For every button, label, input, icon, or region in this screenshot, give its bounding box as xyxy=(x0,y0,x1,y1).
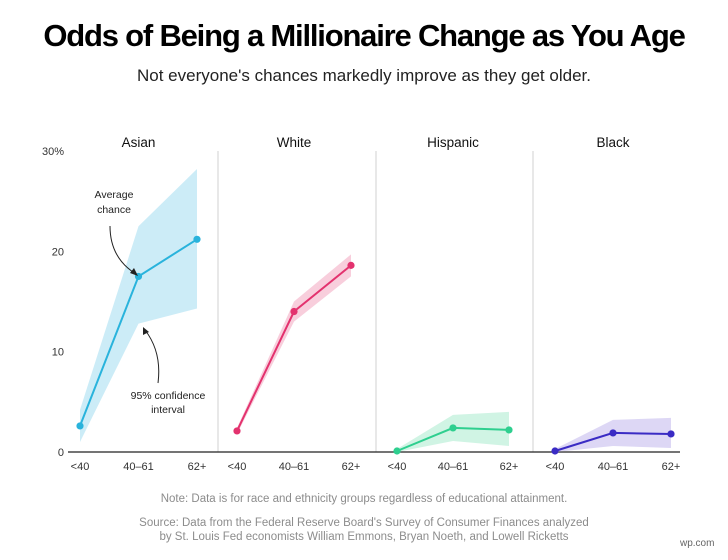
x-tick-label: <40 xyxy=(388,461,407,473)
data-point-hispanic xyxy=(449,424,457,432)
x-tick-label: 62+ xyxy=(500,461,519,473)
annotation-arrowhead-average xyxy=(130,268,138,276)
data-point-white xyxy=(347,261,355,269)
data-point-asian xyxy=(76,422,84,430)
y-tick-label: 30% xyxy=(42,146,64,158)
annotation-average-chance: chance xyxy=(97,204,131,216)
source-note: Source: Data from the Federal Reserve Bo… xyxy=(0,516,728,544)
data-point-asian xyxy=(193,235,201,243)
annotation-confidence-interval: 95% confidence xyxy=(131,390,206,402)
x-tick-label: 40–61 xyxy=(279,461,310,473)
x-tick-label: 62+ xyxy=(342,461,361,473)
panel-title-white: White xyxy=(277,135,312,150)
source-line-1: Source: Data from the Federal Reserve Bo… xyxy=(139,517,589,529)
x-tick-label: 62+ xyxy=(188,461,207,473)
data-point-hispanic xyxy=(393,447,401,455)
confidence-band-hispanic xyxy=(397,411,509,452)
x-tick-label: <40 xyxy=(71,461,90,473)
panel-title-black: Black xyxy=(596,135,629,150)
x-tick-label: 40–61 xyxy=(438,461,469,473)
source-line-2: by St. Louis Fed economists William Emmo… xyxy=(159,531,569,543)
y-tick-label: 0 xyxy=(58,447,64,459)
credit-watermark: wp.com xyxy=(680,538,715,549)
x-tick-label: <40 xyxy=(546,461,565,473)
annotation-confidence-interval: interval xyxy=(151,404,185,416)
x-tick-label: 40–61 xyxy=(123,461,154,473)
data-point-white xyxy=(290,307,298,316)
data-point-black xyxy=(667,430,675,438)
annotation-average-chance: Average xyxy=(95,189,134,201)
data-point-hispanic xyxy=(505,426,513,434)
panel-title-hispanic: Hispanic xyxy=(427,135,479,150)
annotation-arrowhead-ci xyxy=(143,327,149,335)
x-tick-label: 62+ xyxy=(662,461,681,473)
confidence-band-white xyxy=(237,254,351,434)
chart-title: Odds of Being a Millionaire Change as Yo… xyxy=(43,18,686,53)
panel-title-asian: Asian xyxy=(122,135,156,150)
chart-subtitle: Not everyone's chances markedly improve … xyxy=(137,66,591,85)
x-tick-label: 40–61 xyxy=(598,461,629,473)
footnote: Note: Data is for race and ethnicity gro… xyxy=(160,493,568,505)
annotation-arrow-ci xyxy=(144,329,160,384)
data-point-black xyxy=(551,447,559,455)
confidence-band-asian xyxy=(80,169,197,442)
data-point-white xyxy=(233,427,241,435)
series-line-white xyxy=(236,264,352,432)
x-tick-label: <40 xyxy=(228,461,247,473)
y-tick-label: 20 xyxy=(52,246,64,258)
y-tick-label: 10 xyxy=(52,347,64,359)
small-multiples-chart: 0 10 20 30% Asian <40 40–61 62+ White <40 40–61 62+… xyxy=(42,135,681,473)
data-point-black xyxy=(609,429,617,437)
